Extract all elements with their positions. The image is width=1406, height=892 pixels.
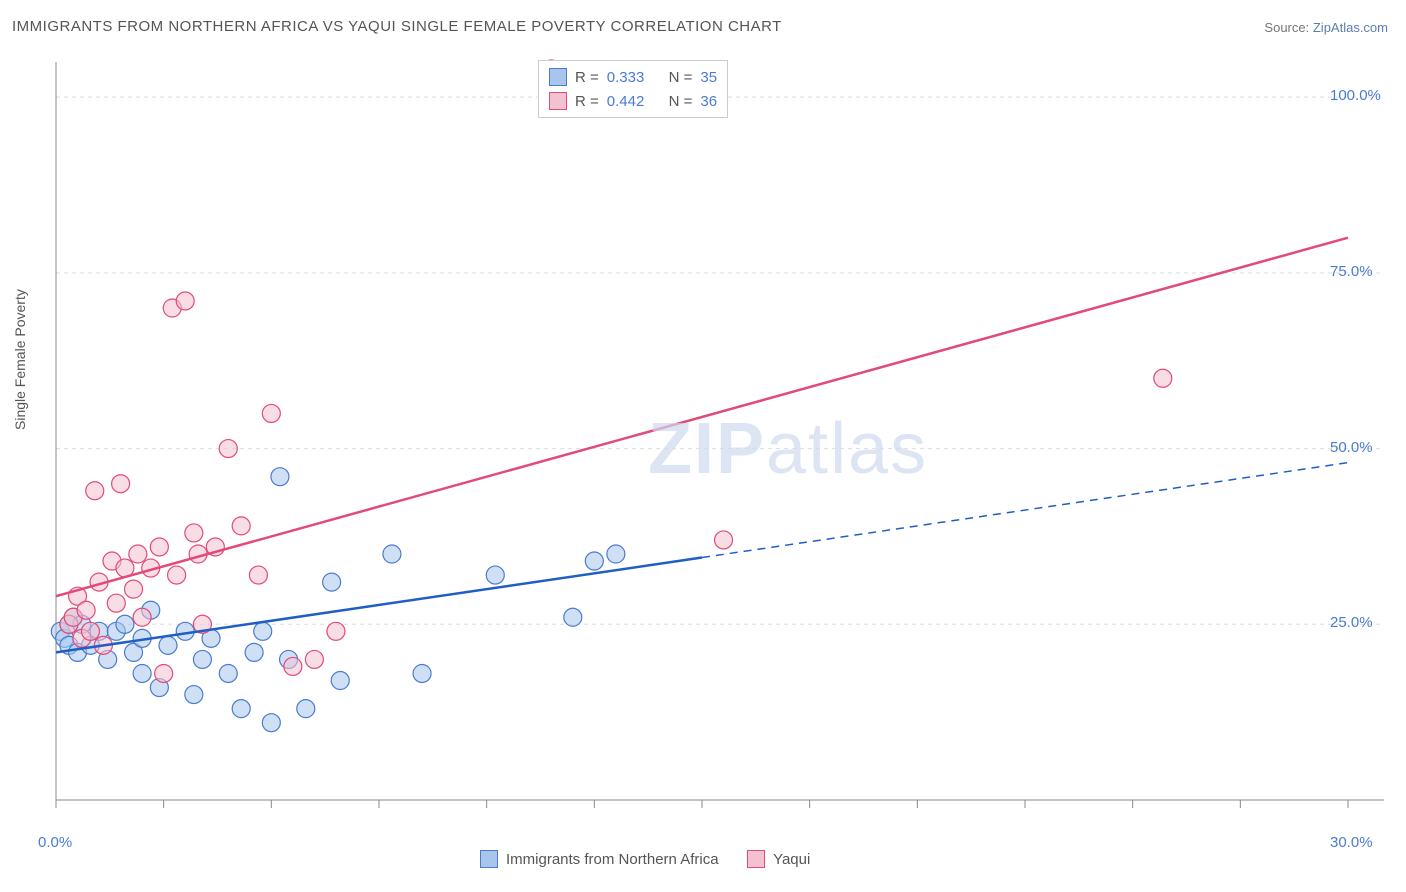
source-link[interactable]: ZipAtlas.com xyxy=(1313,20,1388,35)
bottom-legend: Immigrants from Northern Africa Yaqui xyxy=(480,850,810,868)
scatter-plot xyxy=(48,58,1388,828)
stat-R-s2: 0.442 xyxy=(607,93,645,110)
source-label: Source: ZipAtlas.com xyxy=(1264,20,1388,35)
stat-N-label: N = xyxy=(669,93,693,110)
stat-N-label: N = xyxy=(669,69,693,86)
stat-N-s1: 35 xyxy=(700,69,717,86)
legend-swatch-s2 xyxy=(747,850,765,868)
tick-label: 25.0% xyxy=(1330,614,1373,631)
legend-label-s1: Immigrants from Northern Africa xyxy=(506,851,719,868)
swatch-s2 xyxy=(549,92,567,110)
tick-label: 0.0% xyxy=(38,834,72,851)
stats-legend-box: R = 0.333 N = 35 R = 0.442 N = 36 xyxy=(538,60,728,118)
legend-swatch-s1 xyxy=(480,850,498,868)
y-axis-label: Single Female Poverty xyxy=(12,289,28,430)
stat-N-s2: 36 xyxy=(700,93,717,110)
tick-label: 30.0% xyxy=(1330,834,1373,851)
chart-title: IMMIGRANTS FROM NORTHERN AFRICA VS YAQUI… xyxy=(12,18,782,35)
legend-label-s2: Yaqui xyxy=(773,851,810,868)
source-prefix: Source: xyxy=(1264,20,1309,35)
stat-R-s1: 0.333 xyxy=(607,69,645,86)
tick-label: 100.0% xyxy=(1330,87,1381,104)
tick-label: 75.0% xyxy=(1330,263,1373,280)
plot-area: ZIPatlas R = 0.333 N = 35 R = 0.442 N = … xyxy=(48,58,1388,828)
stats-row-s1: R = 0.333 N = 35 xyxy=(549,65,717,89)
stats-row-s2: R = 0.442 N = 36 xyxy=(549,89,717,113)
stat-R-label: R = xyxy=(575,93,599,110)
chart-container: IMMIGRANTS FROM NORTHERN AFRICA VS YAQUI… xyxy=(0,0,1406,892)
swatch-s1 xyxy=(549,68,567,86)
tick-label: 50.0% xyxy=(1330,439,1373,456)
stat-R-label: R = xyxy=(575,69,599,86)
